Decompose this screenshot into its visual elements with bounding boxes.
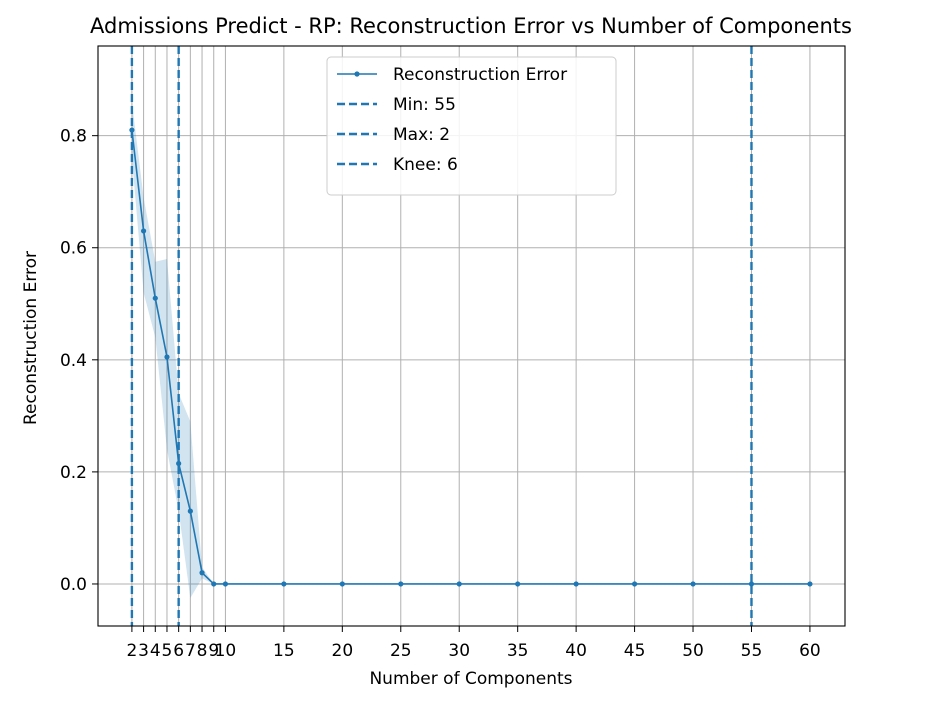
data-point xyxy=(222,581,229,587)
x-tick-label: 60 xyxy=(799,641,821,661)
data-point xyxy=(281,581,287,587)
legend-swatch-marker xyxy=(354,71,360,77)
vertical-lines-layer xyxy=(130,46,753,626)
x-tick-label: 2 xyxy=(126,641,137,661)
x-tick-label: 3 xyxy=(138,641,149,661)
data-point xyxy=(398,581,404,587)
data-point xyxy=(631,581,638,587)
data-point xyxy=(515,581,521,587)
x-tick-label: 50 xyxy=(682,641,704,661)
y-tick-label: 0.6 xyxy=(60,239,87,259)
data-point xyxy=(152,295,158,301)
y-axis-label: Reconstruction Error xyxy=(21,251,41,425)
legend-label: Reconstruction Error xyxy=(393,65,567,85)
data-point xyxy=(690,581,696,587)
x-tick-label: 30 xyxy=(448,641,470,661)
data-point xyxy=(129,127,135,133)
data-point xyxy=(211,581,217,587)
legend-label: Max: 2 xyxy=(393,125,450,145)
x-tick-label: 4 xyxy=(150,641,161,661)
x-tick-label: 7 xyxy=(185,641,196,661)
x-tick-label: 20 xyxy=(332,641,354,661)
confidence-band xyxy=(131,102,810,598)
x-tick-label: 8 xyxy=(197,641,208,661)
legend: Reconstruction Error Min: 55 Max: 2 Knee: 6 xyxy=(326,56,617,196)
data-point xyxy=(573,581,579,587)
data-point xyxy=(176,460,182,467)
ticks-layer: 2 3 4 5 6 7 8 910 15 20 25 30 35 40 45 50 55 600.00.20.40… xyxy=(60,127,821,661)
y-tick-label: 0.4 xyxy=(60,351,87,371)
x-tick-label: 55 xyxy=(741,641,763,661)
data-point xyxy=(164,354,170,360)
legend-box xyxy=(326,56,617,196)
data-point xyxy=(187,508,193,514)
x-tick-label: 45 xyxy=(624,641,646,661)
x-tick-label: 6 xyxy=(173,641,184,661)
x-tick-label: 5 xyxy=(162,641,173,661)
y-tick-label: 0.2 xyxy=(60,463,87,483)
data-point xyxy=(199,570,205,576)
data-point xyxy=(339,581,345,587)
plot-frame xyxy=(97,45,846,627)
data-point xyxy=(140,228,147,234)
series-layer xyxy=(129,127,813,587)
data-point xyxy=(456,581,462,587)
legend-label: Knee: 6 xyxy=(393,155,458,175)
y-tick-label: 0.8 xyxy=(60,127,87,147)
confidence-band-layer xyxy=(131,102,810,598)
x-tick-label: 9 xyxy=(208,641,219,661)
x-tick-label: 15 xyxy=(273,641,295,661)
legend-label: Min: 55 xyxy=(393,95,456,115)
y-tick-label: 0.0 xyxy=(60,575,87,595)
x-tick-label: 10 xyxy=(215,641,237,661)
data-point xyxy=(748,581,755,587)
chart-title: Admissions Predict - RP: Reconstruction … xyxy=(90,14,852,38)
x-tick-label: 40 xyxy=(565,641,587,661)
x-tick-label: 25 xyxy=(390,641,412,661)
x-tick-label: 35 xyxy=(507,641,529,661)
x-axis-label: Number of Components xyxy=(369,669,572,689)
data-point xyxy=(807,581,813,587)
